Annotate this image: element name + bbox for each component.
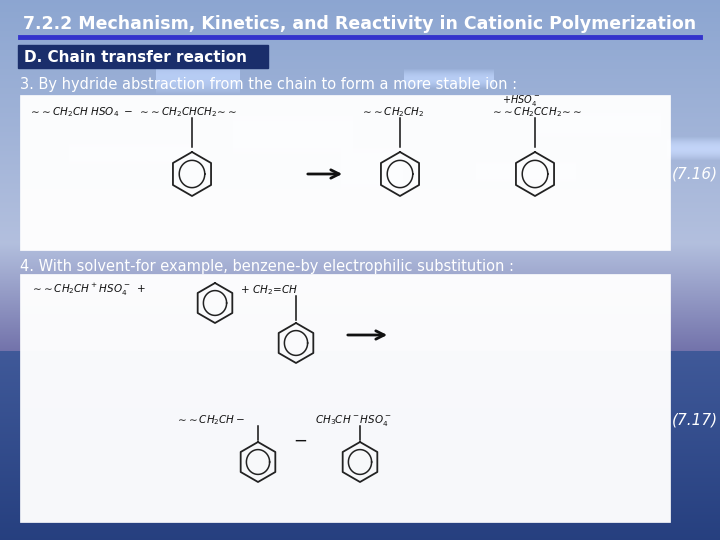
Text: 3. By hydride abstraction from the chain to form a more stable ion :: 3. By hydride abstraction from the chain… [20,77,517,91]
Text: (7.16): (7.16) [672,166,718,181]
Text: $\sim\!\sim CH_2CH-$: $\sim\!\sim CH_2CH-$ [175,413,246,427]
Text: D. Chain transfer reaction: D. Chain transfer reaction [24,50,247,64]
Text: 4. With solvent-for example, benzene-by electrophilic substitution :: 4. With solvent-for example, benzene-by … [20,259,514,273]
Text: 7.2.2 Mechanism, Kinetics, and Reactivity in Cationic Polymerization: 7.2.2 Mechanism, Kinetics, and Reactivit… [24,15,696,33]
Text: $\!\sim\!\sim CH_2CH\ HSO_4\ -\ \sim\!\sim CH_2CHCH_2\!\sim\!\sim$: $\!\sim\!\sim CH_2CH\ HSO_4\ -\ \sim\!\s… [30,105,237,119]
Text: $\sim\!\sim CH_2CH_2$: $\sim\!\sim CH_2CH_2$ [360,105,425,119]
Text: $CH_3CH^-HSO_4^-$: $CH_3CH^-HSO_4^-$ [315,413,392,428]
Text: $\sim\!\sim CH_2CH^+HSO_4^-\ +$: $\sim\!\sim CH_2CH^+HSO_4^-\ +$ [30,282,146,298]
Text: $\sim\!\sim CH_2CCH_2\!\sim\!\sim$: $\sim\!\sim CH_2CCH_2\!\sim\!\sim$ [490,105,582,119]
Text: $+HSO_4^-$: $+HSO_4^-$ [502,92,541,107]
Bar [20,274,670,522]
Text: $+\ CH_2\!=\!CH$: $+\ CH_2\!=\!CH$ [240,283,298,297]
Text: (7.17): (7.17) [672,413,718,428]
Text: $-$: $-$ [293,431,307,449]
Bar [18,45,268,68]
Bar [20,95,670,250]
